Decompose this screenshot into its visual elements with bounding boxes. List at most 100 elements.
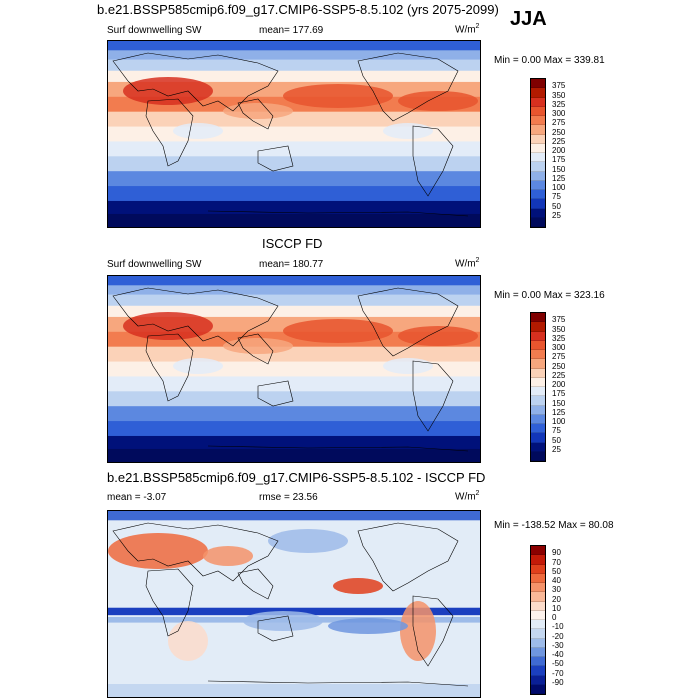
coastline <box>207 210 469 217</box>
map-band <box>108 305 480 318</box>
map-band <box>108 186 480 202</box>
colorbar-tick-label: 50 <box>552 566 561 576</box>
panel3-colorbar <box>530 545 546 695</box>
map-band <box>108 213 480 227</box>
colorbar-cell <box>531 546 545 556</box>
panel3-rmse: rmse = 23.56 <box>259 492 318 503</box>
map-blob <box>328 618 408 634</box>
colorbar-tick-label: 250 <box>552 127 566 137</box>
colorbar-cell <box>531 143 545 153</box>
colorbar-cell <box>531 610 545 620</box>
colorbar-cell <box>531 442 545 452</box>
colorbar-tick-label: 300 <box>552 343 566 352</box>
map-blob <box>283 84 393 108</box>
coastline <box>237 333 274 365</box>
colorbar-tick-label: 70 <box>552 557 561 567</box>
colorbar-cell <box>531 573 545 583</box>
panel3-minmax: Min = -138.52 Max = 80.08 <box>494 520 614 531</box>
map-band <box>108 391 480 408</box>
colorbar-tick-label: -20 <box>552 631 564 641</box>
colorbar-tick-label: 75 <box>552 426 561 436</box>
colorbar-cell <box>531 116 545 126</box>
coastline <box>357 52 459 122</box>
map-band <box>108 421 480 437</box>
colorbar-cell <box>531 79 545 89</box>
map-blob <box>203 546 253 566</box>
colorbar-tick-label: 75 <box>552 192 561 202</box>
map-band <box>108 511 480 521</box>
colorbar-cell <box>531 88 545 98</box>
panel2-map-svg <box>108 276 480 462</box>
colorbar-tick-label: -50 <box>552 659 564 669</box>
colorbar-cell <box>531 433 545 443</box>
coastline <box>357 522 459 592</box>
map-blob <box>223 338 293 354</box>
map-band <box>108 276 480 287</box>
map-band <box>108 435 480 450</box>
panel3-title: b.e21.BSSP585cmip6.f09_g17.CMIP6-SSP5-8.… <box>107 470 486 485</box>
colorbar-tick-label: 40 <box>552 576 561 585</box>
colorbar-tick-label: -40 <box>552 650 564 659</box>
colorbar-tick-label: 325 <box>552 99 566 109</box>
colorbar-cell <box>531 601 545 611</box>
colorbar-cell <box>531 684 545 694</box>
colorbar-tick-label: 200 <box>552 146 566 155</box>
map-blob <box>243 611 323 631</box>
colorbar-tick-label: 275 <box>552 118 566 128</box>
map-blob <box>268 529 348 553</box>
colorbar-tick-label: 250 <box>552 361 566 371</box>
panel1-map <box>107 40 481 228</box>
map-band <box>108 448 480 462</box>
colorbar-tick-label: 30 <box>552 585 561 595</box>
colorbar-cell <box>531 359 545 369</box>
map-blob <box>173 358 223 374</box>
colorbar-cell <box>531 125 545 135</box>
panel1-map-svg <box>108 41 480 227</box>
map-band <box>108 70 480 83</box>
colorbar-cell <box>531 555 545 565</box>
colorbar-cell <box>531 638 545 648</box>
colorbar-tick-label: 90 <box>552 548 561 558</box>
panel2-mean: mean= 180.77 <box>259 259 324 270</box>
map-band <box>108 171 480 188</box>
map-blob <box>123 77 213 105</box>
colorbar-tick-label: 325 <box>552 333 566 343</box>
colorbar-tick-label: 100 <box>552 183 566 192</box>
panel3-mean: mean = -3.07 <box>107 492 167 503</box>
colorbar-cell <box>531 208 545 218</box>
coastline <box>237 98 274 130</box>
colorbar-tick-label: 175 <box>552 389 566 399</box>
map-band <box>108 59 480 72</box>
coastline <box>257 380 294 407</box>
colorbar-cell <box>531 414 545 424</box>
colorbar-tick-label: -10 <box>552 622 564 632</box>
panel1-units: W/m2 <box>455 23 480 36</box>
map-band <box>108 50 480 61</box>
colorbar-tick-label: 175 <box>552 155 566 165</box>
colorbar-cell <box>531 424 545 434</box>
colorbar-tick-label: 225 <box>552 136 566 146</box>
colorbar-tick-label: 125 <box>552 407 566 417</box>
colorbar-tick-label: -90 <box>552 677 564 687</box>
colorbar-cell <box>531 675 545 685</box>
coastline <box>112 287 279 347</box>
colorbar-cell <box>531 396 545 406</box>
coastline <box>207 680 469 687</box>
map-band <box>108 200 480 215</box>
colorbar-cell <box>531 451 545 461</box>
map-band <box>108 406 480 423</box>
coastline <box>412 125 454 197</box>
map-blob <box>123 312 213 340</box>
map-band <box>108 285 480 296</box>
season-label: JJA <box>510 8 547 30</box>
map-blob <box>173 123 223 139</box>
colorbar-tick-label: 350 <box>552 90 566 100</box>
panel2-colorbar <box>530 312 546 462</box>
colorbar-cell <box>531 162 545 172</box>
colorbar-cell <box>531 405 545 415</box>
map-band <box>108 41 480 52</box>
colorbar-cell <box>531 647 545 657</box>
coastline <box>237 568 274 600</box>
colorbar-cell <box>531 564 545 574</box>
colorbar-cell <box>531 134 545 144</box>
